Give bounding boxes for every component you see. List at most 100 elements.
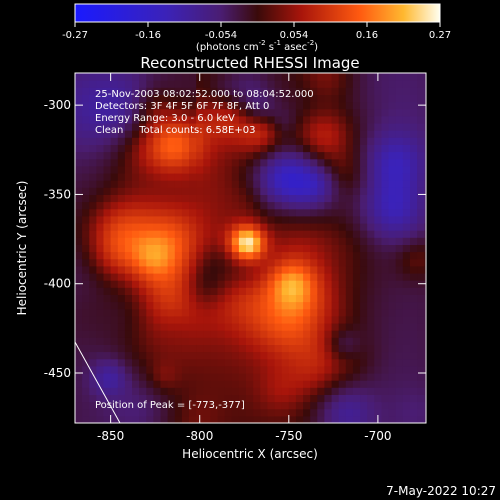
heatmap-cell: [110, 308, 119, 317]
heatmap-cell: [231, 194, 240, 203]
heatmap-cell: [367, 158, 375, 167]
heatmap-cell: [288, 408, 297, 417]
heatmap-cell: [274, 187, 283, 195]
heatmap-cell: [260, 94, 268, 103]
heatmap-cell: [132, 223, 140, 231]
heatmap-cell: [89, 301, 97, 310]
heatmap-cell: [110, 165, 119, 174]
heatmap-cell: [139, 315, 147, 324]
heatmap-cell: [381, 365, 390, 374]
heatmap-cell: [310, 244, 318, 253]
heatmap-cell: [345, 380, 354, 388]
heatmap-cell: [110, 373, 119, 381]
heatmap-cell: [360, 151, 368, 160]
heatmap-cell: [231, 337, 240, 345]
heatmap-cell: [132, 130, 140, 138]
heatmap-cell: [295, 301, 304, 310]
heatmap-cell: [132, 373, 140, 381]
heatmap-cell: [303, 123, 311, 131]
heatmap-cell: [274, 387, 283, 395]
heatmap-cell: [117, 130, 126, 138]
heatmap-cell: [352, 201, 361, 210]
heatmap-cell: [288, 108, 297, 117]
heatmap-cell: [210, 237, 219, 245]
heatmap-cell: [103, 294, 112, 303]
heatmap-cell: [153, 101, 162, 110]
heatmap-cell: [246, 165, 254, 174]
heatmap-cell: [317, 180, 325, 188]
heatmap-cell: [217, 180, 226, 188]
heatmap-cell: [146, 187, 154, 195]
heatmap-cell: [246, 323, 254, 331]
heatmap-cell: [253, 337, 261, 345]
heatmap-cell: [174, 358, 183, 367]
colorbar-tick-label: -0.16: [135, 30, 161, 41]
heatmap-cell: [260, 287, 268, 295]
heatmap-cell: [281, 73, 290, 81]
heatmap-cell: [181, 244, 190, 253]
heatmap-cell: [82, 208, 90, 217]
heatmap-cell: [96, 165, 105, 174]
heatmap-cell: [174, 194, 183, 203]
heatmap-cell: [132, 87, 140, 95]
heatmap-cell: [89, 237, 97, 245]
heatmap-cell: [231, 373, 240, 381]
heatmap-cell: [153, 380, 162, 388]
heatmap-cell: [75, 287, 83, 295]
heatmap-cell: [395, 373, 404, 381]
heatmap-cell: [203, 173, 211, 181]
heatmap-cell: [352, 251, 361, 260]
heatmap-cell: [267, 244, 276, 253]
heatmap-cell: [210, 287, 219, 295]
heatmap-cell: [281, 373, 290, 381]
heatmap-cell: [424, 301, 426, 310]
heatmap-cell: [345, 144, 354, 153]
heatmap-cell: [103, 301, 112, 310]
heatmap-cell: [82, 330, 90, 338]
heatmap-cell: [167, 401, 176, 410]
heatmap-cell: [395, 323, 404, 331]
heatmap-cell: [352, 273, 361, 281]
heatmap-cell: [388, 123, 397, 131]
heatmap-cell: [338, 308, 347, 317]
heatmap-cell: [174, 373, 183, 381]
heatmap-cell: [402, 208, 411, 217]
heatmap-cell: [217, 223, 226, 231]
heatmap-cell: [288, 258, 297, 267]
heatmap-cell: [374, 215, 382, 224]
heatmap-cell: [324, 315, 333, 324]
heatmap-cell: [124, 151, 133, 160]
heatmap-cell: [217, 208, 226, 217]
heatmap-cell: [238, 115, 247, 124]
heatmap-cell: [424, 80, 426, 88]
heatmap-cell: [410, 194, 418, 203]
heatmap-cell: [281, 208, 290, 217]
heatmap-cell: [317, 137, 325, 145]
heatmap-cell: [82, 108, 90, 117]
heatmap-cell: [160, 101, 169, 110]
heatmap-cell: [96, 173, 105, 181]
heatmap-cell: [217, 201, 226, 210]
heatmap-cell: [395, 223, 404, 231]
heatmap-cell: [238, 101, 247, 110]
heatmap-cell: [174, 80, 183, 88]
heatmap-cell: [224, 380, 233, 388]
heatmap-cell: [410, 94, 418, 103]
heatmap-cell: [331, 223, 340, 231]
heatmap-cell: [367, 344, 375, 353]
heatmap-cell: [367, 301, 375, 310]
heatmap-cell: [203, 415, 211, 423]
heatmap-cell: [417, 251, 425, 260]
heatmap-cell: [110, 151, 119, 160]
heatmap-cell: [124, 244, 133, 253]
heatmap-cell: [96, 123, 105, 131]
heatmap-cell: [303, 115, 311, 124]
heatmap-cell: [410, 115, 418, 124]
heatmap-cell: [196, 173, 204, 181]
heatmap-cell: [153, 337, 162, 345]
heatmap-cell: [267, 265, 276, 274]
heatmap-cell: [381, 187, 390, 195]
heatmap-cell: [303, 215, 311, 224]
heatmap-cell: [203, 101, 211, 110]
heatmap-cell: [395, 208, 404, 217]
